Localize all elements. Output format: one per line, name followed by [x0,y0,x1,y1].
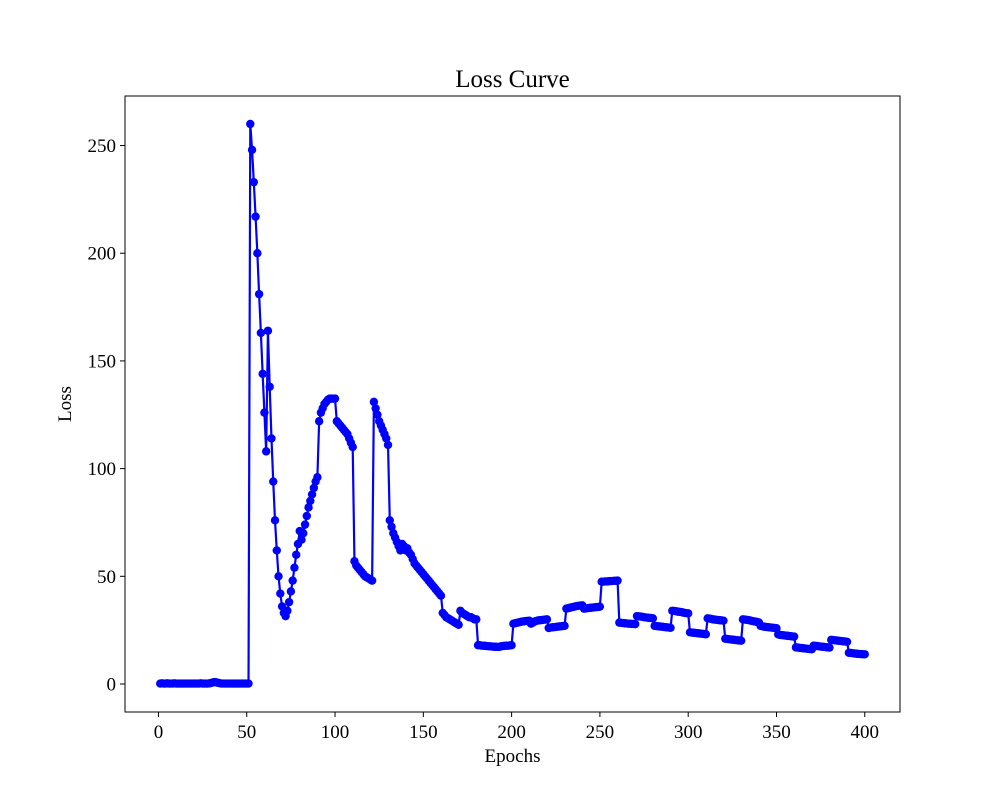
x-tick-label: 0 [154,722,164,743]
point [330,394,340,403]
point [267,434,276,443]
y-tick-label: 100 [88,459,117,480]
point [270,516,280,525]
point [860,650,869,659]
point [300,520,310,529]
y-axis-label: Loss [55,386,76,422]
point [284,597,294,607]
point [307,490,317,499]
point [454,620,463,629]
point [701,630,711,639]
point [272,546,281,555]
point [297,535,306,544]
point [276,589,285,598]
point [789,632,799,641]
point [246,119,255,129]
point [683,609,693,618]
x-tick-label: 400 [851,722,880,743]
point [261,447,271,456]
point [560,621,569,631]
point [348,442,357,452]
point [542,615,552,624]
point [244,679,253,688]
point [825,643,834,652]
point [371,404,380,413]
point [269,477,278,486]
point [290,563,299,572]
point [369,397,379,407]
point [631,619,640,629]
point [274,572,283,581]
point [383,440,393,450]
point [283,606,292,615]
point [251,212,260,221]
point [256,328,266,338]
point [436,591,446,600]
x-tick-label: 50 [237,722,256,743]
point [265,382,274,391]
y-tick-label: 150 [88,351,117,372]
x-axis-label: Epochs [485,746,541,767]
x-tick-label: 350 [762,722,791,743]
point [719,616,728,625]
point [304,503,313,512]
point [258,369,267,379]
y-tick-label: 50 [97,567,116,588]
point [309,483,319,493]
point [286,587,296,596]
point [288,576,297,585]
point [253,249,262,258]
point [291,550,301,559]
y-tick-label: 0 [107,675,117,696]
point [648,614,658,623]
point [613,576,622,585]
point [842,637,852,646]
point [387,522,396,531]
point [472,615,481,624]
x-tick-label: 200 [497,722,526,743]
point [263,326,273,335]
plot-frame [124,95,901,713]
point [299,529,308,538]
point [666,623,675,632]
point [260,408,269,417]
point [249,177,259,187]
x-tick-label: 150 [409,722,438,743]
point [247,145,257,155]
point [254,289,264,299]
y-tick-label: 250 [88,136,117,157]
point [385,516,394,525]
chart-title: Loss Curve [455,66,570,93]
point [306,496,315,506]
point [367,576,377,585]
point [595,602,605,611]
point [313,473,322,482]
x-tick-label: 250 [586,722,615,743]
x-tick-label: 300 [674,722,703,743]
point [302,511,311,521]
point [507,641,516,650]
x-tick-label: 100 [321,722,350,743]
point [736,636,746,645]
y-tick-label: 200 [88,244,117,265]
point [382,434,391,443]
point [373,410,382,419]
point [314,417,324,426]
